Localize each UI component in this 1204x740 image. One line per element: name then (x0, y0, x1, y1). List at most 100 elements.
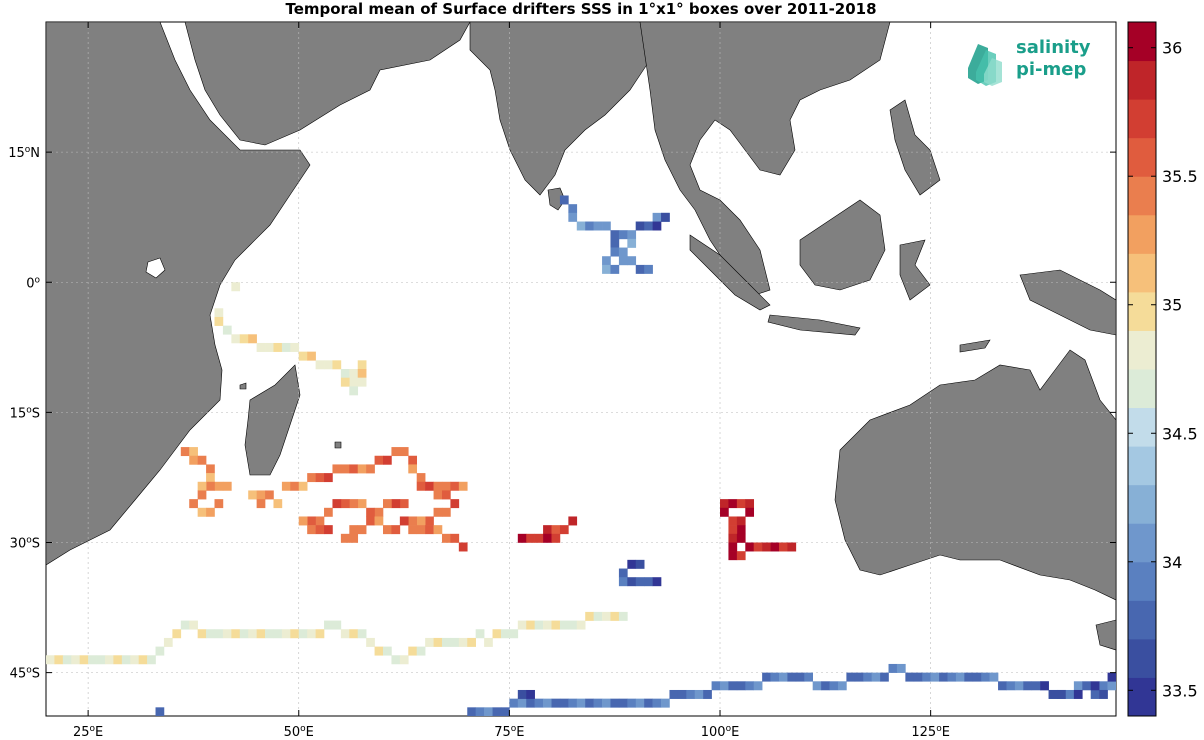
sss-cell (500, 707, 510, 716)
sss-cell (745, 499, 755, 509)
sss-cell (425, 525, 434, 535)
sss-cell (787, 542, 797, 552)
sss-cell (298, 629, 308, 639)
sss-cell (989, 672, 999, 682)
sss-cell (340, 499, 350, 509)
sss-cell (778, 542, 788, 552)
sss-cell (1065, 689, 1075, 699)
sss-cell (391, 499, 401, 509)
mauritius-island (334, 441, 342, 449)
sss-cell (593, 221, 603, 231)
colorbar-segment (1128, 253, 1156, 293)
sss-cell (998, 681, 1007, 691)
sss-cell (635, 559, 645, 569)
sss-cell (383, 646, 392, 656)
sss-cell (450, 481, 460, 491)
sss-cell (644, 221, 653, 231)
sri-lanka-island (547, 187, 566, 211)
sss-cell (231, 334, 241, 344)
sss-cell (408, 646, 418, 656)
sss-cell (896, 663, 906, 673)
colorbar-segment (1128, 291, 1156, 331)
sss-cell (880, 672, 889, 682)
comoros-islands (239, 382, 247, 390)
sss-cell (610, 238, 620, 248)
sss-cell (340, 464, 350, 474)
sss-cell (863, 672, 872, 682)
sss-cell (467, 707, 476, 716)
sss-cell (298, 351, 308, 361)
sss-cell (635, 264, 645, 274)
sss-cell (1107, 681, 1116, 691)
sss-cell (425, 637, 434, 647)
sss-cell (728, 516, 738, 526)
colorbar-frame (1127, 21, 1157, 717)
sss-cell (458, 637, 468, 647)
sss-cell (273, 342, 283, 352)
sss-cell (644, 577, 653, 587)
sss-cell (416, 646, 426, 656)
sss-cell (324, 473, 333, 483)
sss-cell (981, 672, 990, 682)
sss-cell (602, 698, 611, 708)
sss-cell (54, 655, 64, 665)
sss-cell (534, 698, 544, 708)
sss-cell (753, 542, 763, 552)
colorbar: 33.5 34 34.5 35 35.5 36 (1127, 21, 1198, 717)
sss-cell (399, 516, 409, 526)
sss-cell (728, 551, 738, 561)
sss-cell (433, 637, 443, 647)
chart-title: Temporal mean of Surface drifters SSS in… (285, 0, 877, 18)
sss-cell (669, 689, 679, 699)
sss-cell (458, 542, 468, 552)
sss-cell (399, 499, 409, 509)
sss-cell (46, 655, 55, 665)
colorbar-segment (1128, 523, 1156, 563)
colorbar-segment (1128, 176, 1156, 216)
sss-cell (526, 533, 535, 543)
sss-cell (568, 698, 578, 708)
sss-cell (627, 238, 637, 248)
sss-cell (576, 620, 586, 630)
sss-cell (155, 707, 165, 716)
sss-cell (635, 698, 645, 708)
sss-cell (256, 490, 266, 500)
sss-cell (340, 377, 350, 387)
sss-cell (661, 698, 670, 708)
sss-cell (686, 689, 696, 699)
sss-cell (745, 681, 755, 691)
sss-cell (551, 698, 561, 708)
sss-cell (568, 620, 578, 630)
sss-cell (425, 516, 434, 526)
sss-cell (441, 533, 451, 543)
sss-cell (231, 629, 241, 639)
lat-tick-label: 30oS (10, 536, 40, 552)
sss-cell (197, 629, 207, 639)
sss-cell (778, 672, 788, 682)
sss-cell (408, 516, 418, 526)
philippines-islands (889, 99, 941, 196)
sss-cell (324, 360, 333, 370)
sss-cell (399, 447, 409, 457)
sss-cell (357, 360, 367, 370)
sss-cell (964, 672, 974, 682)
lat-tick-label: 15oS (10, 405, 40, 421)
sss-cell (770, 542, 780, 552)
sss-cell (610, 698, 620, 708)
sss-cell (1107, 672, 1116, 682)
sss-cell (256, 499, 266, 509)
sss-cell (627, 230, 637, 240)
sss-cell (248, 490, 257, 500)
sss-cell (728, 525, 738, 535)
colorbar-segment (1128, 214, 1156, 254)
sss-cell (180, 620, 190, 630)
sss-cell (357, 464, 367, 474)
sss-cell (222, 629, 232, 639)
sss-cell (728, 681, 738, 691)
lon-tick-label: 100oE (701, 724, 740, 740)
sss-cell (947, 672, 957, 682)
colorbar-segment (1128, 484, 1156, 524)
sss-cell (374, 507, 384, 517)
sss-cell (559, 525, 569, 535)
sss-cell (441, 490, 451, 500)
